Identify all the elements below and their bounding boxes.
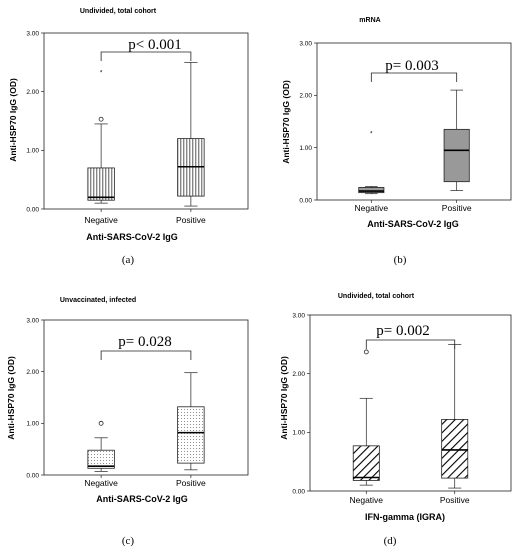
panel-a: Undivided, total cohort Anti-HSP70 IgG (…	[8, 8, 249, 266]
y-tick-label: 2.00	[292, 371, 305, 378]
box-positive	[441, 419, 469, 479]
panel-b: mRNA Anti-HSP70 IgG (OD) 0.00 1.00 2.00 3.0…	[281, 17, 512, 266]
y-tick-label: 2.00	[26, 89, 39, 96]
panel-d-plot: 0.00 1.00 2.00 3.00 Negative Positive	[292, 312, 512, 505]
y-tick-label: 3.00	[26, 30, 39, 37]
panel-c-xlabel: Anti-SARS-CoV-2 IgG	[96, 494, 188, 504]
panel-d-xlabel: IFN-gamma (IGRA)	[365, 512, 445, 522]
panel-b-title: mRNA	[359, 17, 380, 24]
y-tick-label: 0.00	[299, 197, 312, 204]
panel-d-ylabel: Anti-HSP70 IgG (OD)	[279, 356, 289, 440]
plot-frame	[309, 314, 512, 492]
y-tick-label: 3.00	[299, 40, 312, 47]
panel-b-plot: 0.00 1.00 2.00 3.00 * Negative Positive	[299, 40, 512, 213]
panel-a-title: Undivided, total cohort	[80, 8, 157, 15]
plot-frame	[43, 32, 249, 210]
x-tick-label: Negative	[84, 215, 118, 225]
significance-bracket	[100, 51, 192, 61]
panel-c-ylabel: Anti-HSP70 IgG (OD)	[6, 356, 16, 440]
y-tick-label: 1.00	[26, 148, 39, 155]
plot-frame	[316, 42, 512, 201]
box-negative	[87, 449, 115, 469]
x-tick-label: Positive	[176, 215, 206, 225]
panel-d-title: Undivided, total cohort	[338, 293, 415, 300]
box-positive	[177, 406, 205, 464]
box-negative	[358, 187, 385, 194]
x-tick-label: Positive	[442, 203, 472, 213]
panel-c-caption: (c)	[122, 535, 135, 547]
y-tick-label: 0.00	[26, 472, 39, 479]
y-tick-label: 3.00	[26, 317, 39, 324]
panel-c-title: Unvaccinated, infected	[60, 297, 136, 304]
box-negative	[352, 445, 380, 481]
y-tick-label: 0.00	[26, 206, 39, 213]
panel-a-caption: (a)	[122, 254, 135, 266]
panel-b-xlabel: Anti-SARS-CoV-2 IgG	[367, 219, 459, 229]
panel-a-ylabel: Anti-HSP70 IgG (OD)	[8, 78, 18, 162]
panel-d: Undivided, total cohort Anti-HSP70 IgG (…	[279, 293, 512, 547]
y-tick-label: 2.00	[26, 369, 39, 376]
box-negative	[87, 167, 115, 201]
panel-b-pvalue: p= 0.003	[385, 58, 438, 74]
x-tick-label: Positive	[176, 478, 206, 488]
y-tick-label: 2.00	[299, 93, 312, 100]
panel-a-pvalue: p< 0.001	[128, 37, 181, 53]
panel-c: Unvaccinated, infected Anti-HSP70 IgG (O…	[6, 297, 249, 547]
x-tick-label: Positive	[440, 495, 470, 505]
y-tick-label: 0.00	[292, 488, 305, 495]
box-positive	[443, 128, 470, 183]
outlier-star: *	[370, 130, 373, 137]
y-tick-label: 1.00	[26, 421, 39, 428]
x-tick-label: Negative	[355, 203, 389, 213]
panel-a-xlabel: Anti-SARS-CoV-2 IgG	[86, 232, 178, 242]
x-tick-label: Negative	[84, 478, 118, 488]
significance-bracket	[365, 339, 456, 349]
panel-c-pvalue: p= 0.028	[118, 334, 171, 350]
panel-b-ylabel: Anti-HSP70 IgG (OD)	[281, 80, 291, 164]
outlier-circle	[363, 349, 369, 355]
panel-d-caption: (d)	[384, 535, 397, 547]
outlier-star: *	[100, 70, 103, 77]
significance-bracket	[100, 350, 192, 360]
significance-bracket	[370, 72, 458, 82]
outlier-circle	[98, 420, 104, 426]
y-tick-label: 1.00	[299, 145, 312, 152]
x-tick-label: Negative	[349, 495, 383, 505]
y-tick-label: 3.00	[292, 312, 305, 319]
panel-a-plot: 0.00 1.00 2.00 3.00 * Negative Positive	[26, 30, 249, 225]
outlier-circle	[98, 116, 104, 122]
plot-frame	[43, 319, 249, 476]
panel-b-caption: (b)	[394, 254, 407, 266]
y-tick-label: 1.00	[292, 430, 305, 437]
panel-c-plot: 0.00 1.00 2.00 3.00 Negative Positive	[26, 317, 249, 488]
panel-d-pvalue: p= 0.002	[376, 323, 429, 339]
